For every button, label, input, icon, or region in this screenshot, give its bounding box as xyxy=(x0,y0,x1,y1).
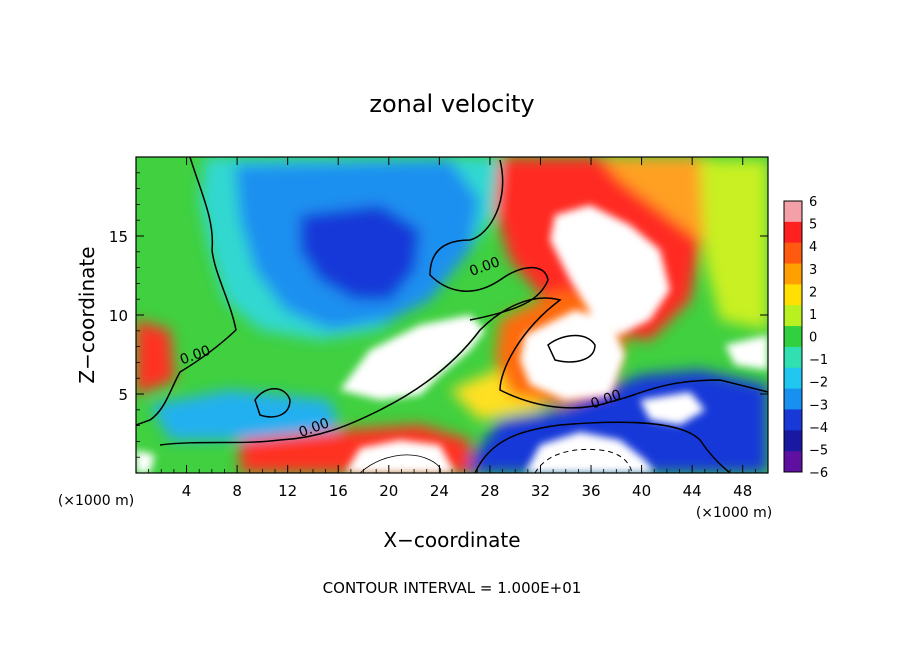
x-tick-label: 44 xyxy=(683,482,702,500)
colorbar-swatch xyxy=(784,201,802,223)
y-axis-label: Z−coordinate xyxy=(75,246,99,383)
colorbar-label: 0 xyxy=(809,331,817,346)
colorbar-swatch xyxy=(784,284,802,306)
field-deep-blue-region xyxy=(300,205,420,300)
colorbar-label: 3 xyxy=(809,263,817,278)
y-axis: 5 10 15 xyxy=(109,172,768,458)
x-axis-label: X−coordinate xyxy=(383,528,520,552)
field-left-red xyxy=(136,320,175,395)
field-lower-left-blue xyxy=(150,390,340,440)
colorbar-swatch xyxy=(784,409,802,431)
colorbar-swatch xyxy=(784,346,802,369)
zero-contour-upper xyxy=(429,159,549,321)
colorbar-swatch xyxy=(784,263,802,285)
colorbar: 6 5 4 3 2 1 0 −1 −2 −3 −4 −5 −6 xyxy=(783,195,828,481)
colorbar-label: 2 xyxy=(809,285,817,300)
zero-contour-middle xyxy=(159,297,768,446)
field-bottom-left-white xyxy=(136,450,155,473)
zero-contour-bottom xyxy=(474,421,731,473)
x-tick-label: 4 xyxy=(182,482,192,500)
thin-contour-bottom xyxy=(359,454,442,473)
field-upper-right-white xyxy=(550,205,670,335)
field-orange-region xyxy=(600,157,730,240)
x-tick-label: 48 xyxy=(733,482,752,500)
colorbar-frame xyxy=(783,200,803,473)
colorbar-label: −1 xyxy=(809,353,828,368)
colorbar-label: −6 xyxy=(809,466,828,481)
colorbar-label: 6 xyxy=(809,195,817,210)
field-right-yellow xyxy=(700,160,768,330)
colorbar-label: −3 xyxy=(809,398,828,413)
x-tick-label: 20 xyxy=(379,482,398,500)
x-tick-label: 36 xyxy=(581,482,600,500)
colorbar-swatch xyxy=(784,305,802,327)
colorbar-label: −2 xyxy=(809,376,828,391)
colorbar-swatch xyxy=(784,242,802,265)
heatmap-field xyxy=(136,157,768,473)
zero-contour-left xyxy=(136,157,237,426)
x-tick-label: 12 xyxy=(278,482,297,500)
x-tick-label: 16 xyxy=(329,482,348,500)
colorbar-label: −4 xyxy=(809,421,828,436)
chart-title: zonal velocity xyxy=(369,90,534,118)
x-unit-left-label: (×1000 m) xyxy=(58,493,134,509)
colorbar-swatch xyxy=(784,388,802,410)
field-bottom-white xyxy=(525,432,655,473)
zero-contour-small-left xyxy=(254,388,291,418)
colorbar-label: 5 xyxy=(809,218,817,233)
x-tick-label: 28 xyxy=(480,482,499,500)
colorbar-swatch xyxy=(784,221,802,244)
x-unit-right-label: (×1000 m) xyxy=(696,505,772,521)
x-axis: 4 8 12 16 20 24 28 32 36 40 44 48 xyxy=(148,157,756,500)
negative-contour-dashed xyxy=(534,448,633,473)
x-tick-label: 40 xyxy=(632,482,651,500)
colorbar-swatch xyxy=(784,326,802,348)
x-tick-label: 32 xyxy=(531,482,550,500)
zero-contours xyxy=(136,157,768,473)
zero-contour-small-center xyxy=(547,334,596,363)
field-center-white xyxy=(340,315,485,400)
colorbar-label: 4 xyxy=(809,240,817,255)
colorbar-label: −5 xyxy=(809,443,828,458)
y-tick-label: 5 xyxy=(118,386,128,404)
colorbar-swatch xyxy=(784,451,802,473)
y-tick-label: 10 xyxy=(109,307,128,325)
contour-interval-note: CONTOUR INTERVAL = 1.000E+01 xyxy=(323,579,582,597)
x-tick-label: 8 xyxy=(232,482,242,500)
colorbar-swatch xyxy=(784,367,802,390)
field-lower-right-white xyxy=(640,392,705,425)
x-tick-label: 24 xyxy=(430,482,449,500)
colorbar-label: 1 xyxy=(809,308,817,323)
colorbar-swatch xyxy=(784,430,802,452)
field-right-edge-white xyxy=(725,335,768,370)
y-tick-label: 15 xyxy=(109,228,128,246)
field-right-center-white xyxy=(520,310,625,400)
field-bottom-mid-white xyxy=(345,440,455,473)
